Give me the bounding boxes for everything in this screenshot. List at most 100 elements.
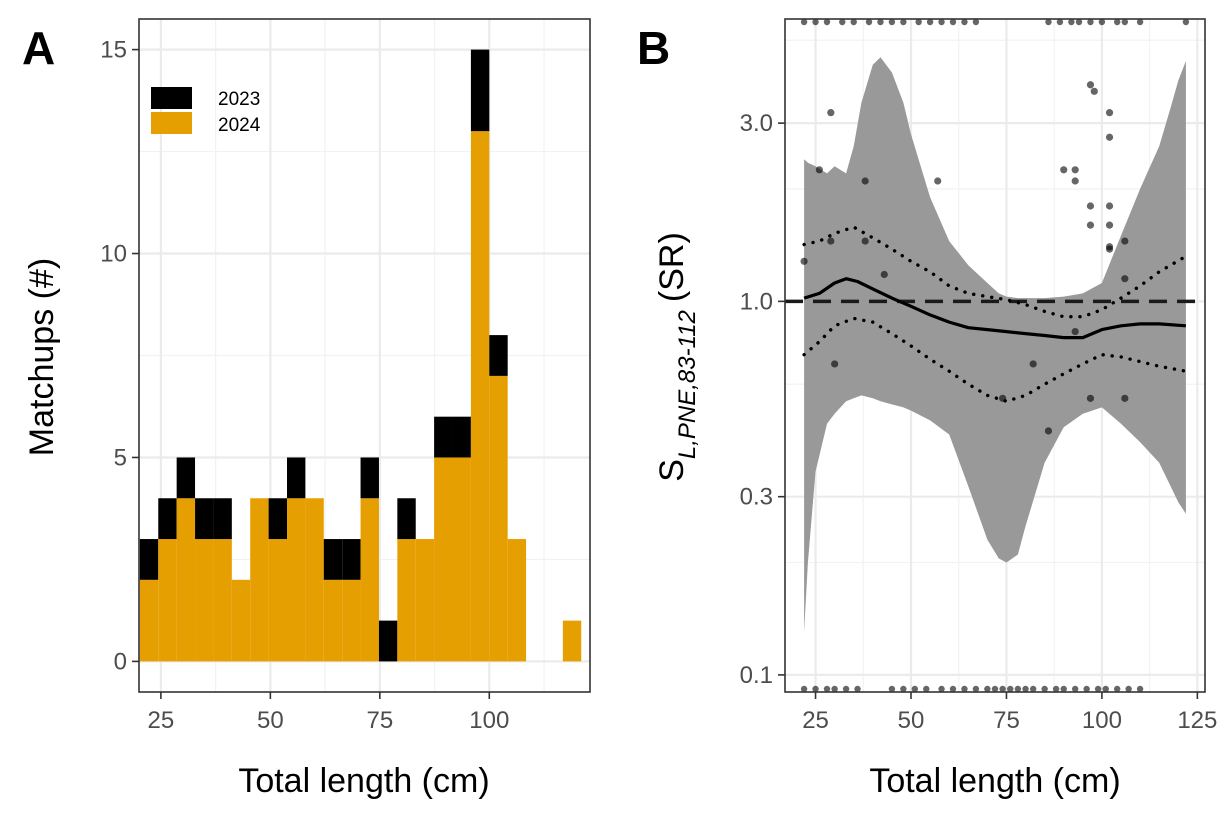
bar-2023 [452,416,471,458]
y-tick-label: 5 [114,444,127,471]
bar-2024 [286,498,306,662]
data-point [800,257,808,265]
rug-point-bottom [991,685,999,693]
rug-point-bottom [1094,685,1102,693]
panel-a-y-title: Matchups (#) [23,258,61,456]
rug-point-bottom [1029,685,1037,693]
x-tick-label: 125 [1177,707,1217,734]
bar-2024 [397,539,416,662]
rug-point-top [1136,18,1144,26]
bar-2024 [305,498,324,662]
y-tick-label: 1.0 [740,288,773,315]
rug-point-bottom [938,685,945,693]
panel-b-points [800,81,1129,435]
bar-2024 [195,539,214,662]
y-tick-label: 0.1 [740,662,773,689]
bar-2023 [139,539,159,580]
x-tick-label: 25 [148,707,175,734]
bar-2023 [176,457,196,499]
data-point [1029,360,1037,368]
rug-point-top [865,18,873,26]
rug-point-bottom [812,685,819,693]
bar-2024 [139,579,159,662]
rug-point-bottom [1125,685,1132,693]
rug-point-bottom [1136,685,1144,693]
bar-2024 [250,498,269,662]
panel-a-axes: 25 50 75 100 0 5 10 15 [100,37,509,734]
data-point [1086,394,1095,402]
y-tick-label: 15 [100,37,127,64]
rug-point-top [949,18,957,26]
rug-point-bottom [900,685,907,693]
rug-point-top [938,18,945,26]
y-tick-label: 0.3 [740,484,773,511]
bar-2023 [470,49,490,132]
bar-2024 [158,539,177,662]
rug-point-bottom [823,685,831,693]
panel-b-lines [802,225,1188,403]
bar-2023 [286,457,306,499]
rug-point-top [900,18,907,26]
rug-point-bottom [1083,685,1090,693]
legend-swatch-2023 [151,87,192,109]
data-point [880,270,888,279]
y-title-unit: (SR) [653,232,691,302]
data-point [861,237,869,245]
data-point [1060,166,1068,174]
estimate-line [803,277,1187,340]
data-point [1086,202,1095,210]
bar-2023 [378,620,398,662]
data-point [999,394,1007,402]
data-point [1071,177,1079,185]
rug-point-bottom [800,685,808,693]
bar-2024 [415,539,435,662]
data-point [1121,275,1129,283]
rug-point-top [1113,18,1121,26]
rug-point-bottom [831,685,838,693]
data-point [815,166,823,174]
panel-b-x-title: Total length (cm) [869,762,1120,800]
bar-2024 [268,539,287,662]
data-point [1121,394,1129,402]
panel-b-letter: B [637,22,670,74]
panel-a-frame [138,18,591,693]
data-point [1121,237,1129,245]
bar-2023 [342,539,361,580]
bar-2024 [213,539,232,662]
x-tick-label: 100 [469,707,509,734]
panel-b-axes: 25 50 75 100 125 0.1 0.3 1.0 3.0 [740,110,1218,734]
rug-point-bottom [1071,685,1079,693]
data-point [1071,327,1079,336]
y-tick-label: 0 [114,648,127,675]
bar-2024 [342,579,361,662]
panel-a: A 2023 2024 25 50 75 100 0 5 10 15 Total length… [22,18,591,800]
rug-point-bottom [1060,685,1067,693]
data-point [827,109,835,117]
rug-point-top [1121,18,1129,26]
bar-2023 [195,498,214,540]
bar-2023 [489,335,508,376]
data-point [1105,245,1114,253]
x-tick-label: 75 [366,707,393,734]
rug-point-bottom [854,685,861,693]
rug-point-top [926,18,934,26]
data-point [1044,427,1053,435]
data-point [1071,166,1079,174]
rug-point-top [850,18,857,26]
bar-2024 [470,131,490,662]
rug-point-bottom [923,685,930,693]
x-tick-label: 75 [993,707,1020,734]
bar-2024 [323,579,343,662]
data-point [1105,221,1114,229]
data-point [827,237,835,245]
rug-point-bottom [1102,685,1109,693]
rug-point-bottom [1113,685,1121,693]
rug-point-bottom [972,685,980,693]
panel-a-legend: 2023 2024 [151,87,261,136]
bar-2024 [434,457,453,662]
bar-2024 [231,579,251,662]
rug-point-top [1087,18,1094,26]
rug-point-bottom [1022,685,1029,693]
confidence-band [804,57,1186,633]
